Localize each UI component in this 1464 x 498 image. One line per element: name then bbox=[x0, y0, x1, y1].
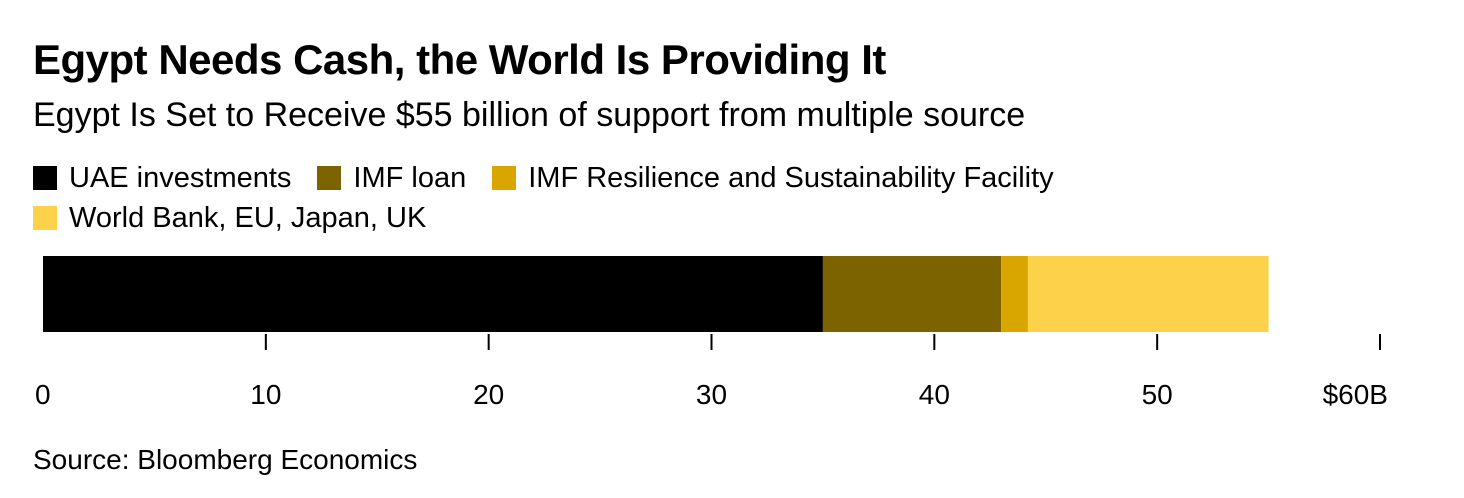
legend-item-imf-resilience: IMF Resilience and Sustainability Facili… bbox=[492, 158, 1054, 198]
bar-segment-uae-investments bbox=[43, 256, 823, 332]
x-tick-label: 50 bbox=[1142, 379, 1173, 410]
legend-label-world-bank-eu-japan-uk: World Bank, EU, Japan, UK bbox=[69, 201, 427, 234]
x-axis: 0 10 20 30 40 50 $60B bbox=[35, 334, 1388, 410]
source-note: Source: Bloomberg Economics bbox=[33, 444, 418, 475]
x-tick-label: 0 bbox=[35, 379, 51, 410]
chart-legend: UAE investments IMF loan IMF Resilience … bbox=[33, 158, 1413, 238]
bar-group bbox=[43, 256, 1269, 332]
chart-subtitle: Egypt Is Set to Receive $55 billion of s… bbox=[33, 96, 1026, 134]
legend-item-imf-loan: IMF loan bbox=[317, 158, 466, 198]
legend-swatch-world-bank-eu-japan-uk bbox=[33, 206, 57, 230]
x-tick-label: 10 bbox=[250, 379, 281, 410]
x-tick-label: $60B bbox=[1323, 379, 1388, 410]
legend-swatch-imf-loan bbox=[317, 166, 342, 190]
legend-swatch-imf-resilience bbox=[492, 166, 517, 190]
bar-segment-imf-loan bbox=[822, 256, 1002, 332]
legend-label-uae-investments: UAE investments bbox=[69, 161, 292, 194]
x-tick-label: 30 bbox=[696, 379, 727, 410]
legend-swatch-uae-investments bbox=[33, 166, 57, 190]
bar-segment-world-bank-eu-japan-uk bbox=[1027, 256, 1269, 332]
bar-segment-imf-resilience-and-sustainability-facility bbox=[1001, 256, 1028, 332]
chart-title: Egypt Needs Cash, the World Is Providing… bbox=[33, 36, 886, 83]
x-tick-label: 20 bbox=[473, 379, 504, 410]
legend-label-imf-resilience: IMF Resilience and Sustainability Facili… bbox=[528, 161, 1054, 194]
legend-item-uae-investments: UAE investments bbox=[33, 158, 291, 198]
legend-item-world-bank-eu-japan-uk: World Bank, EU, Japan, UK bbox=[33, 198, 426, 238]
x-tick-label: 40 bbox=[919, 379, 950, 410]
chart-plot: 0 10 20 30 40 50 $60B bbox=[35, 256, 1388, 410]
legend-label-imf-loan: IMF loan bbox=[353, 161, 467, 194]
